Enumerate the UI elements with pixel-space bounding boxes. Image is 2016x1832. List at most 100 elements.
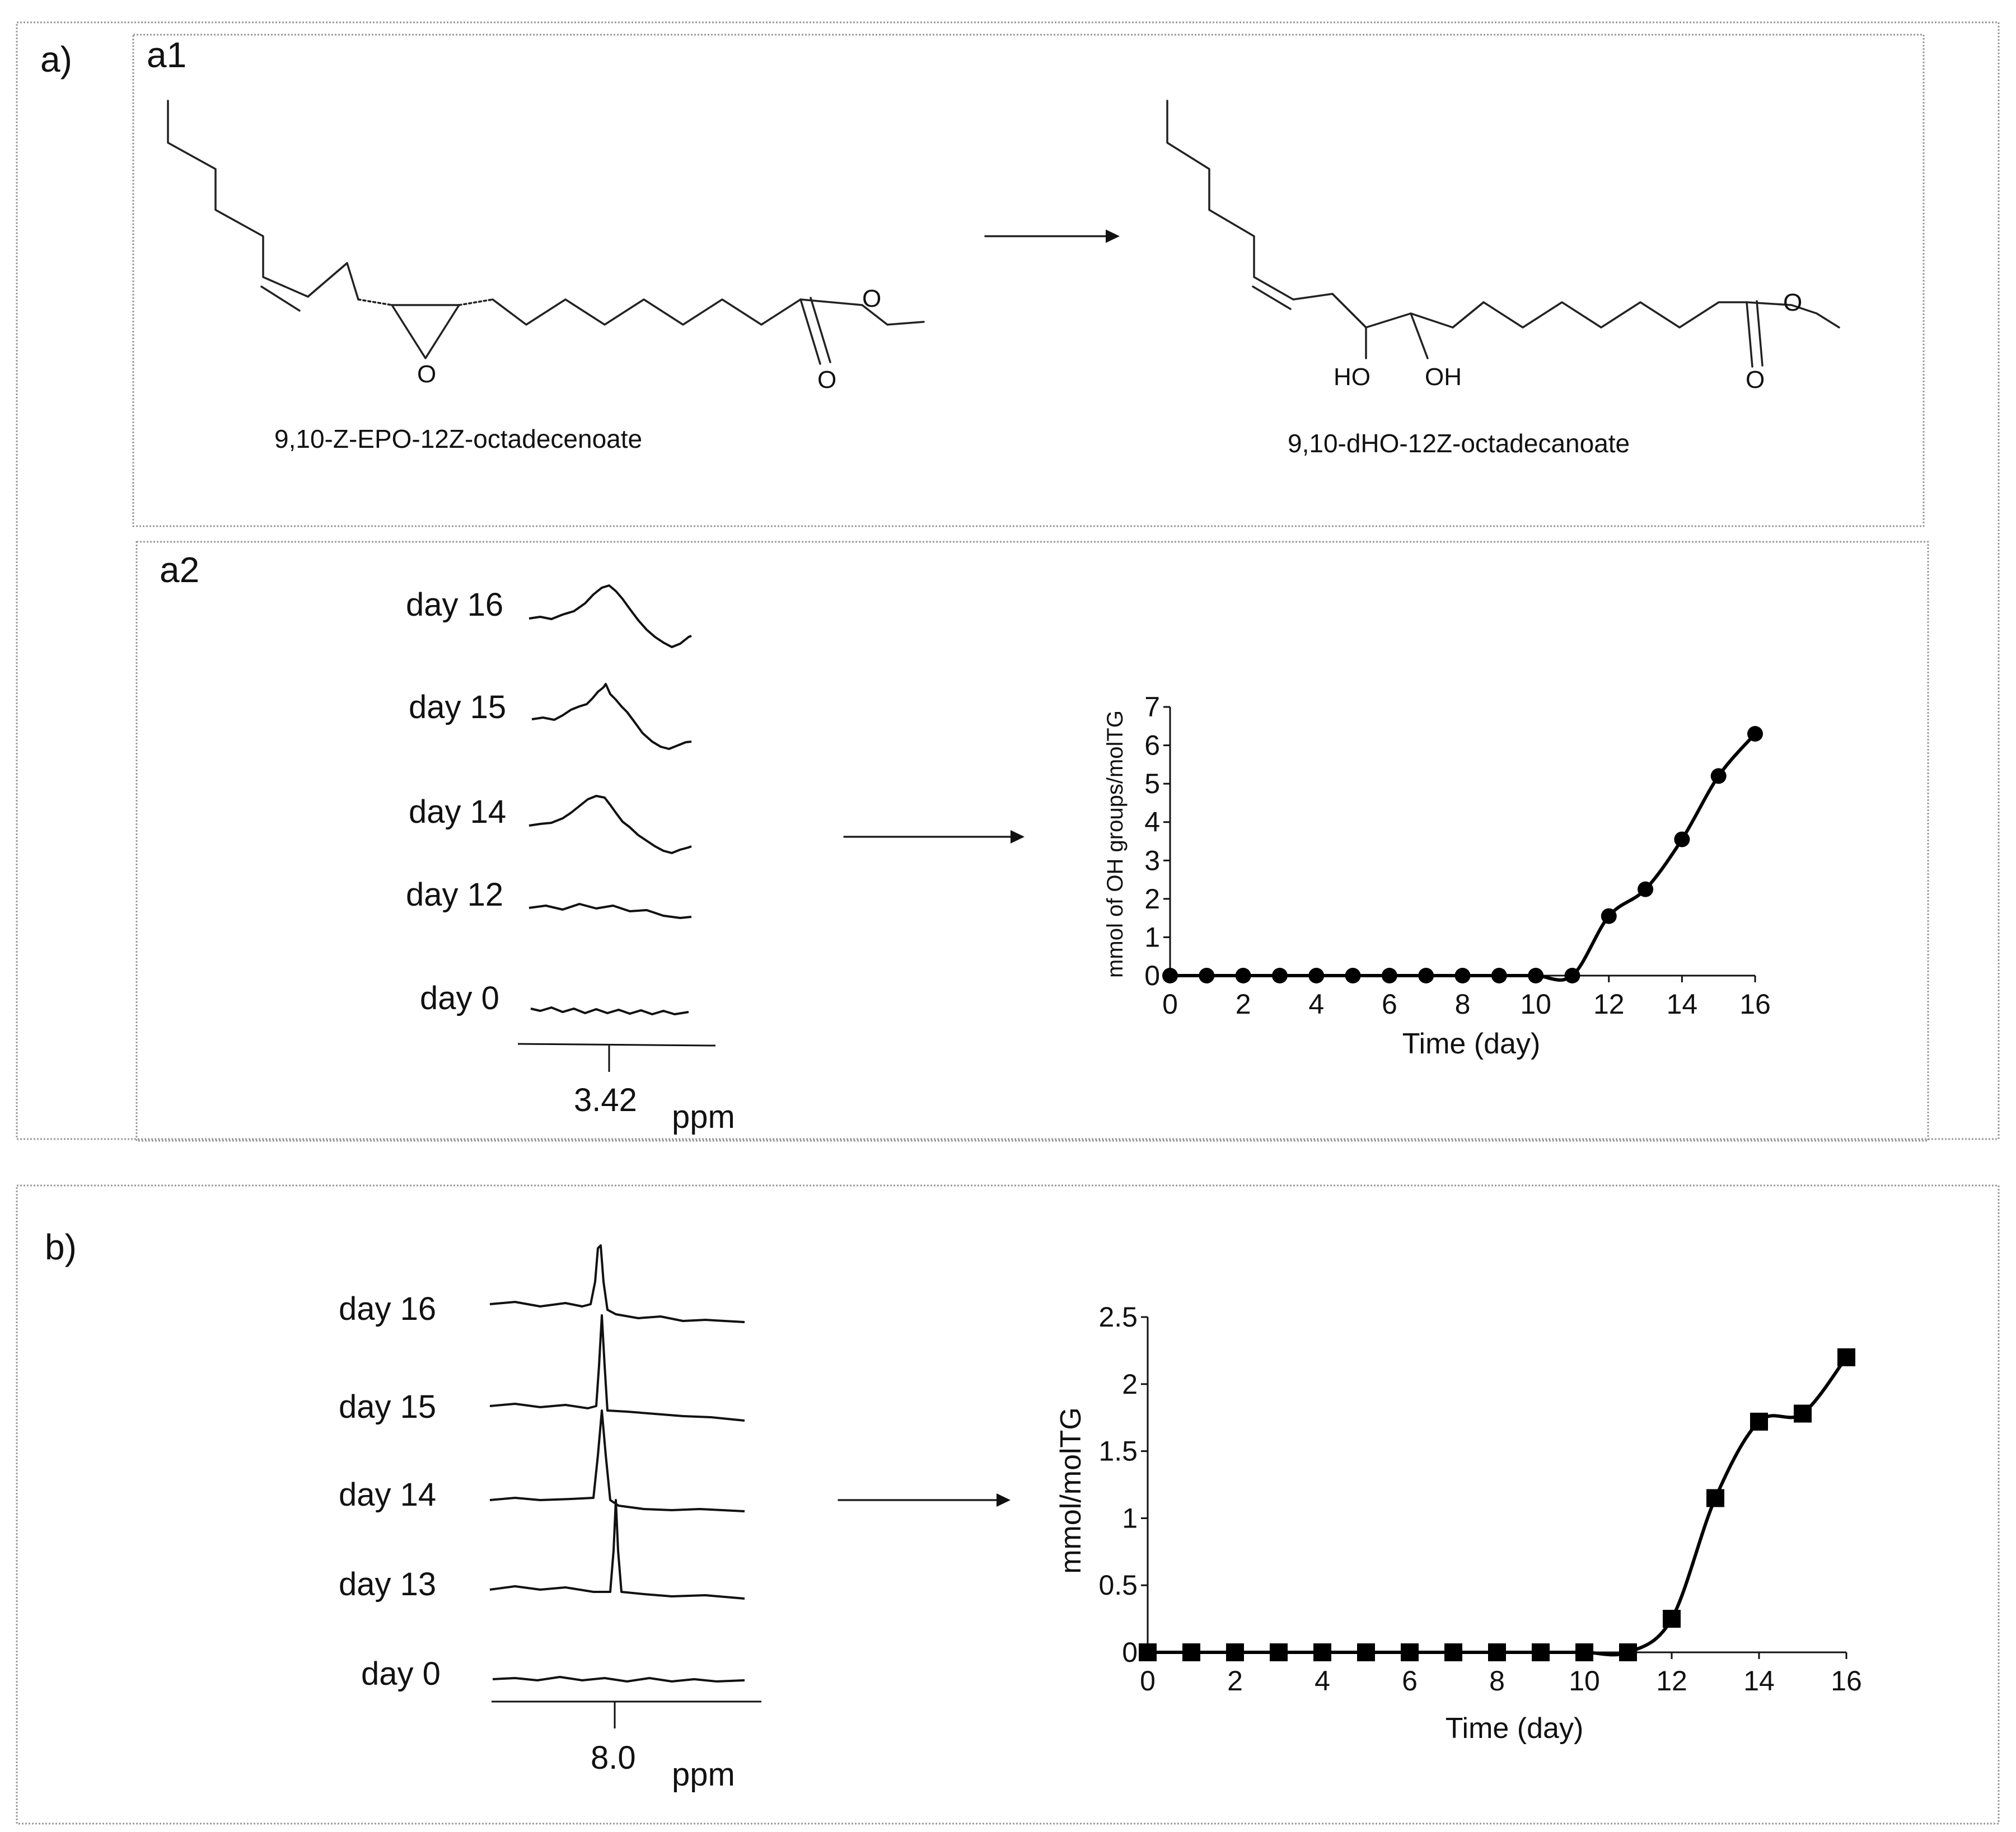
chart-b-point bbox=[1139, 1643, 1157, 1661]
panel-a2-frame bbox=[135, 541, 1929, 1142]
panel-b-frame bbox=[16, 1184, 2000, 1825]
chart-b-point bbox=[1270, 1643, 1288, 1661]
chart-b-x-tick-label: 4 bbox=[1315, 1665, 1330, 1697]
chart-a2-y-tick-label: 0 bbox=[1144, 960, 1160, 991]
product-ester-carbonyl-2 bbox=[1756, 300, 1764, 367]
spectrum-a2-label: day 12 bbox=[406, 877, 503, 913]
spectrum-a2-label: day 16 bbox=[406, 587, 503, 623]
chart-b-point bbox=[1750, 1412, 1768, 1431]
chart-a2-x-tick-label: 0 bbox=[1162, 988, 1178, 1020]
spectrum-b-day14 bbox=[489, 1409, 745, 1512]
spectrum-a2-ppm-value: 3.42 bbox=[574, 1082, 637, 1118]
chart-b-x-tick-label: 12 bbox=[1656, 1665, 1687, 1697]
spectrum-b-label: day 15 bbox=[339, 1389, 436, 1425]
reactant-alkyl-chain bbox=[167, 100, 348, 298]
chart-a2-y-tick-label: 5 bbox=[1144, 768, 1160, 799]
chart-a2-x-tick-label: 10 bbox=[1520, 988, 1551, 1020]
reactant-ester-chain bbox=[492, 298, 802, 326]
spectrum-a2-label: day 14 bbox=[409, 794, 506, 830]
spectrum-a2-day0 bbox=[530, 1006, 689, 1015]
panel-a-frame bbox=[16, 21, 2000, 1140]
panel-a1-text: a1 bbox=[147, 35, 186, 75]
spectrum-b-label: day 13 bbox=[339, 1566, 436, 1603]
chart-a2-point bbox=[1491, 968, 1507, 983]
product-cis-double-bond bbox=[1252, 285, 1292, 310]
reaction-arrow-a1 bbox=[984, 229, 1120, 243]
spectra-a2: day 16 day 15 day 14 day 12 day 0 3.42 p… bbox=[406, 584, 735, 1135]
spectrum-a2-ppm-unit: ppm bbox=[672, 1099, 735, 1135]
chart-a2-ylabel: mmol of OH groups/molTG bbox=[1103, 710, 1128, 978]
chart-b-point bbox=[1313, 1643, 1331, 1661]
chart-b-y-tick-label: 0 bbox=[1122, 1637, 1138, 1668]
spectrum-b-day15 bbox=[489, 1314, 745, 1422]
chart-b-point bbox=[1226, 1643, 1244, 1661]
chart-b-x-tick-label: 8 bbox=[1489, 1665, 1505, 1697]
chart-a2-y-tick-label: 1 bbox=[1144, 921, 1160, 953]
chart-a2-point bbox=[1381, 968, 1397, 983]
chart-b-xlabel: Time (day) bbox=[1446, 1712, 1584, 1745]
chart-b-point bbox=[1663, 1610, 1681, 1628]
spectrum-a2-day14 bbox=[528, 795, 692, 854]
chart-a2-y-tick-label: 2 bbox=[1144, 883, 1160, 915]
reactant-epoxide-wedge-right bbox=[458, 298, 494, 306]
chart-a2-point bbox=[1528, 968, 1544, 983]
product-hydroxyl-HO: HO bbox=[1334, 363, 1370, 391]
chart-b-y-tick-label: 0.5 bbox=[1098, 1569, 1138, 1601]
chart-a2-point bbox=[1747, 726, 1763, 742]
reactant-allyl-link bbox=[307, 262, 359, 301]
chart-a2-x-tick-label: 12 bbox=[1593, 988, 1625, 1020]
chart-oh-groups: mmol of OH groups/molTG Time (day) 01234… bbox=[1103, 691, 1771, 1060]
chart-a2-point bbox=[1308, 968, 1325, 983]
spectrum-a2-label: day 15 bbox=[409, 689, 506, 725]
spectrum-a2-day12 bbox=[528, 903, 692, 919]
spectrum-a2-day16 bbox=[528, 584, 692, 648]
chart-b-y-tick-label: 2 bbox=[1122, 1369, 1138, 1400]
chart-b-point bbox=[1837, 1348, 1855, 1366]
spectrum-a2-day15 bbox=[531, 683, 692, 750]
chart-b-y-tick-label: 1.5 bbox=[1098, 1436, 1138, 1467]
arrow-a2 bbox=[843, 830, 1025, 844]
reactant-ester-oxygen-link bbox=[799, 298, 925, 326]
chart-a2-point bbox=[1271, 968, 1288, 983]
product-hydroxyl-OH: OH bbox=[1425, 363, 1462, 391]
chart-a2-point bbox=[1199, 968, 1215, 983]
product-ester-oxygen: O bbox=[1783, 289, 1802, 316]
chart-b-x-tick-label: 2 bbox=[1227, 1665, 1243, 1697]
chart-a2-y-tick-label: 4 bbox=[1144, 807, 1160, 838]
chart-b-x-tick-label: 14 bbox=[1743, 1665, 1775, 1697]
chart-b-x-tick-label: 6 bbox=[1402, 1665, 1418, 1697]
product-ester-chain bbox=[1452, 301, 1748, 329]
chart-b-point bbox=[1619, 1643, 1637, 1661]
reactant-cis-double-bond bbox=[260, 285, 301, 312]
chart-b-x-tick-label: 10 bbox=[1569, 1665, 1600, 1697]
chart-a2-point bbox=[1235, 968, 1251, 983]
product-name: 9,10-dHO-12Z-octadecanoate bbox=[1288, 429, 1630, 458]
spectrum-b-day0 bbox=[492, 1676, 745, 1683]
reactant-epoxide-ring bbox=[391, 304, 460, 359]
chart-a2-point bbox=[1710, 768, 1727, 784]
panel-a2-label: a2 bbox=[160, 550, 199, 590]
reactant-epoxide-oxygen: O bbox=[417, 360, 436, 388]
spectrum-b-ppm-value: 8.0 bbox=[591, 1740, 636, 1776]
chart-a2-x-tick-label: 14 bbox=[1667, 988, 1698, 1020]
chart-a2-point bbox=[1674, 831, 1690, 847]
spectra-b: day 16 day 15 day 14 day 13 day 0 8.0 pp… bbox=[339, 1244, 761, 1793]
chart-b-x-tick-label: 16 bbox=[1831, 1665, 1862, 1697]
spectrum-b-label: day 14 bbox=[339, 1477, 436, 1513]
panel-a1-label: a1 bbox=[147, 35, 186, 75]
product-alkyl-chain bbox=[1166, 100, 1367, 329]
chart-a2-point bbox=[1601, 908, 1617, 924]
chart-b-point bbox=[1532, 1643, 1550, 1661]
reactant-carbonyl-oxygen: O bbox=[817, 366, 836, 393]
chart-b-y-tick-label: 1 bbox=[1122, 1502, 1138, 1534]
panel-a2-text: a2 bbox=[160, 550, 199, 590]
chart-a2-point bbox=[1418, 968, 1434, 983]
chart-a2-x-tick-label: 4 bbox=[1308, 988, 1324, 1020]
chart-a2-x-tick-label: 8 bbox=[1455, 988, 1471, 1020]
chart-b-series-line bbox=[1148, 1356, 1848, 1657]
chart-a2-x-tick-label: 16 bbox=[1739, 988, 1771, 1020]
chart-b-point bbox=[1401, 1643, 1419, 1661]
panel-a-label: a) bbox=[40, 39, 72, 79]
spectrum-b-label: day 0 bbox=[361, 1656, 441, 1692]
